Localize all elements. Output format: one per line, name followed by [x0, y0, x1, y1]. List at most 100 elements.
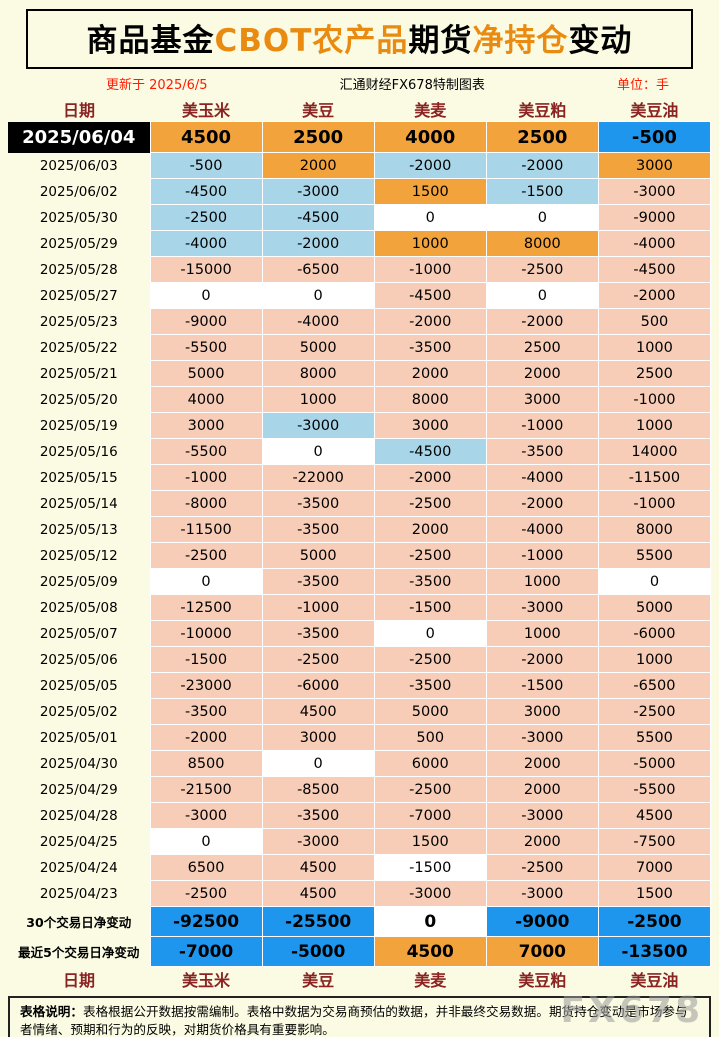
value-cell: 0 — [485, 282, 599, 309]
value-cell: -3500 — [373, 568, 487, 595]
header-row: 日期 美玉米 美豆 美麦 美豆粕 美豆油 — [8, 967, 711, 992]
value-cell: -4000 — [485, 516, 599, 543]
title-segment: 变动 — [568, 23, 633, 59]
value-cell: -2000 — [261, 230, 375, 257]
value-cell: -1000 — [597, 490, 712, 517]
value-cell: 2000 — [485, 750, 599, 777]
date-cell: 2025/05/16 — [39, 443, 118, 460]
summary-value-cell: 0 — [373, 906, 487, 937]
value-cell: 3000 — [485, 698, 599, 725]
value-cell: 14000 — [597, 438, 712, 465]
value-cell: 1500 — [373, 178, 487, 205]
value-cell: -3000 — [261, 412, 375, 439]
summary-value-cell: -92500 — [149, 906, 263, 937]
value-cell: -1000 — [597, 386, 712, 413]
table-row: 2025/05/05 -23000 -6000 -3500 -1500 -6500 — [8, 672, 712, 699]
value-cell: -6000 — [261, 672, 375, 699]
table-row: 2025/05/22 -5500 5000 -3500 2500 1000 — [8, 334, 712, 361]
column-header: 美豆粕 — [518, 971, 567, 990]
value-cell: 5000 — [597, 594, 712, 621]
table-notes: 表格说明：表格根据公开数据按需编制。表格中数据为交易商预估的数据，并非最终交易数… — [8, 996, 711, 1037]
value-cell: 1000 — [261, 386, 375, 413]
value-cell: 1000 — [485, 620, 599, 647]
table-row: 2025/05/27 0 0 -4500 0 -2000 — [8, 282, 712, 309]
value-cell: -3500 — [261, 490, 375, 517]
value-cell: 4000 — [373, 121, 487, 153]
table-row: 2025/05/29 -4000 -2000 1000 8000 -4000 — [8, 230, 712, 257]
table-row: 2025/05/01 -2000 3000 500 -3000 5500 — [8, 724, 712, 751]
value-cell: -3000 — [485, 802, 599, 829]
title-segment: 期货 — [408, 23, 473, 59]
value-cell: -22000 — [261, 464, 375, 491]
value-cell: -5000 — [597, 750, 712, 777]
date-cell: 2025/05/12 — [39, 547, 118, 564]
title-segment: 净持仓 — [472, 23, 569, 59]
date-cell: 2025/05/23 — [39, 313, 118, 330]
value-cell: -3000 — [261, 178, 375, 205]
value-cell: 5000 — [261, 542, 375, 569]
value-cell: -2000 — [149, 724, 263, 751]
date-cell: 2025/05/02 — [39, 703, 118, 720]
date-cell: 2025/05/09 — [39, 573, 118, 590]
summary-value-cell: -2500 — [597, 906, 712, 937]
value-cell: -1000 — [485, 542, 599, 569]
value-cell: 1500 — [373, 828, 487, 855]
summary-value-cell: 7000 — [485, 936, 599, 967]
value-cell: -1000 — [485, 412, 599, 439]
table-row: 2025/04/29 -21500 -8500 -2500 2000 -5500 — [8, 776, 712, 803]
value-cell: -3500 — [373, 334, 487, 361]
value-cell: 2000 — [485, 360, 599, 387]
value-cell: 6000 — [373, 750, 487, 777]
value-cell: 0 — [149, 568, 263, 595]
value-cell: 500 — [373, 724, 487, 751]
value-cell: -2500 — [373, 490, 487, 517]
value-cell: 0 — [261, 282, 375, 309]
value-cell: 7000 — [597, 854, 712, 881]
date-cell: 2025/05/07 — [39, 625, 118, 642]
value-cell: -3000 — [373, 880, 487, 907]
date-cell: 2025/04/23 — [39, 885, 118, 902]
value-cell: -1500 — [373, 594, 487, 621]
summary-value-cell: -25500 — [261, 906, 375, 937]
date-cell: 2025/05/22 — [39, 339, 118, 356]
value-cell: -2000 — [373, 464, 487, 491]
value-cell: -5500 — [597, 776, 712, 803]
value-cell: 5000 — [261, 334, 375, 361]
value-cell: 5000 — [149, 360, 263, 387]
value-cell: -10000 — [149, 620, 263, 647]
value-cell: 2500 — [597, 360, 712, 387]
table-row: 2025/05/20 4000 1000 8000 3000 -1000 — [8, 386, 712, 413]
value-cell: 2000 — [373, 360, 487, 387]
value-cell: 3000 — [149, 412, 263, 439]
value-cell: -3500 — [261, 620, 375, 647]
date-cell: 2025/06/04 — [8, 121, 150, 153]
date-cell: 2025/06/02 — [39, 183, 118, 200]
value-cell: -2500 — [373, 776, 487, 803]
value-cell: 4500 — [597, 802, 712, 829]
value-cell: -3500 — [149, 698, 263, 725]
value-cell: -2500 — [597, 698, 712, 725]
column-header: 美麦 — [414, 101, 447, 120]
table-row: 2025/05/02 -3500 4500 5000 3000 -2500 — [8, 698, 712, 725]
value-cell: 3000 — [485, 386, 599, 413]
note-description-label: 表格说明： — [20, 1004, 83, 1019]
value-cell: 0 — [261, 750, 375, 777]
date-cell: 2025/05/19 — [39, 417, 118, 434]
value-cell: 2500 — [261, 121, 375, 153]
net-positions-table: 日期 美玉米 美豆 美麦 美豆粕 美豆油 2025/06/04 4500 2500 4000 250… — [8, 97, 712, 992]
header-row: 日期 美玉米 美豆 美麦 美豆粕 美豆油 — [8, 97, 711, 122]
value-cell: 8000 — [485, 230, 599, 257]
value-cell: 8000 — [597, 516, 712, 543]
value-cell: 0 — [373, 620, 487, 647]
value-cell: -4000 — [149, 230, 263, 257]
title-segment: 商品基金 — [86, 23, 215, 59]
value-cell: 3000 — [261, 724, 375, 751]
table-row: 2025/05/23 -9000 -4000 -2000 -2000 500 — [8, 308, 712, 335]
value-cell: -4500 — [597, 256, 712, 283]
date-cell: 2025/05/05 — [39, 677, 118, 694]
value-cell: 5000 — [373, 698, 487, 725]
column-header: 美玉米 — [182, 101, 231, 120]
value-cell: -23000 — [149, 672, 263, 699]
summary-value-cell: 4500 — [373, 936, 487, 967]
value-cell: -2000 — [373, 152, 487, 179]
